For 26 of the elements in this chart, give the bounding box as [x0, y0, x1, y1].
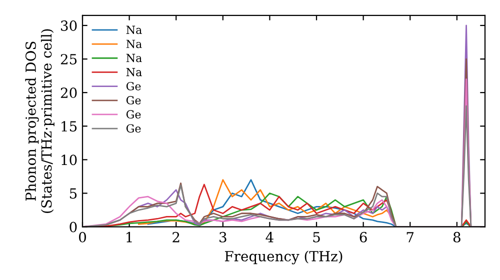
y-axis-title: Phonon projected DOS (States/THz·primitive cell) — [25, 29, 54, 213]
y-tick-label: 25 — [60, 54, 77, 64]
x-axis-title: Frequency (THz) — [224, 250, 342, 264]
x-tick-label: 0 — [78, 232, 86, 242]
legend-label: Ge — [126, 124, 141, 133]
legend-label: Na — [126, 54, 142, 62]
y-tick-label: 20 — [60, 88, 77, 98]
y-tick-label: 5 — [70, 188, 77, 199]
legend-label: Ge — [126, 110, 141, 119]
y-tick-label: 0 — [70, 222, 77, 232]
legend-label: Na — [126, 26, 142, 34]
y-tick-label: 15 — [62, 121, 77, 132]
x-tick-label: 8 — [453, 232, 460, 242]
legend-label: Ge — [126, 82, 141, 90]
x-tick-label: 3 — [220, 232, 226, 242]
legend-label: Na — [126, 40, 142, 48]
legend-label: Ge — [126, 96, 141, 104]
x-tick-label: 4 — [266, 232, 274, 242]
x-tick-label: 5 — [313, 232, 320, 242]
x-tick-label: 1 — [126, 232, 132, 242]
y-tick-label: 10 — [62, 154, 77, 166]
x-tick-label: 6 — [360, 232, 367, 242]
legend-label: Na — [126, 68, 142, 76]
x-tick-label: 2 — [172, 232, 180, 242]
x-tick-label: 7 — [406, 232, 414, 242]
y-tick-label: 30 — [61, 20, 77, 31]
